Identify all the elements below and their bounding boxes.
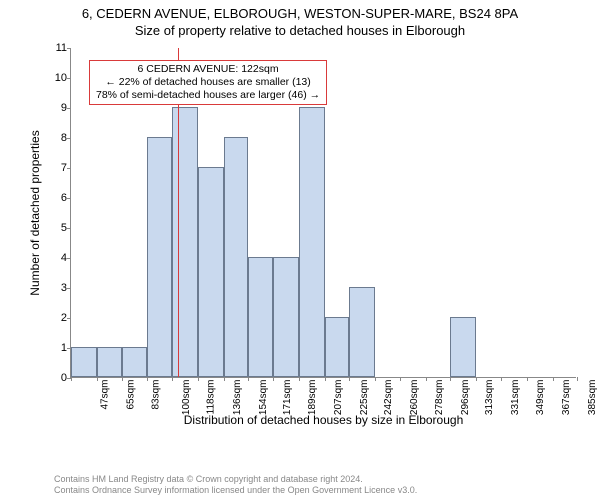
title-address: 6, CEDERN AVENUE, ELBOROUGH, WESTON-SUPE…	[0, 6, 600, 21]
x-tick-label: 225sqm	[359, 380, 370, 416]
x-tick-mark	[97, 377, 98, 381]
x-tick-mark	[577, 377, 578, 381]
x-tick-label: 83sqm	[151, 380, 162, 410]
x-tick-mark	[375, 377, 376, 381]
x-tick-label: 349sqm	[536, 380, 547, 416]
y-tick-label: 1	[45, 342, 67, 354]
y-tick-label: 2	[45, 312, 67, 324]
y-tick-label: 3	[45, 282, 67, 294]
chart-title-block: 6, CEDERN AVENUE, ELBOROUGH, WESTON-SUPE…	[0, 0, 600, 38]
x-tick-label: 296sqm	[460, 380, 471, 416]
y-tick-mark	[67, 138, 71, 139]
y-tick-mark	[67, 168, 71, 169]
histogram-bar	[349, 287, 375, 377]
title-subtitle: Size of property relative to detached ho…	[0, 23, 600, 38]
annotation-box: 6 CEDERN AVENUE: 122sqm← 22% of detached…	[89, 60, 327, 105]
y-tick-label: 9	[45, 102, 67, 114]
x-tick-mark	[172, 377, 173, 381]
x-tick-label: 65sqm	[125, 380, 136, 410]
x-tick-label: 189sqm	[307, 380, 318, 416]
histogram-bar	[97, 347, 123, 377]
x-tick-label: 331sqm	[510, 380, 521, 416]
x-tick-label: 171sqm	[282, 380, 293, 416]
x-tick-mark	[553, 377, 554, 381]
x-tick-label: 47sqm	[100, 380, 111, 410]
y-tick-label: 7	[45, 162, 67, 174]
y-tick-label: 6	[45, 192, 67, 204]
y-tick-mark	[67, 48, 71, 49]
histogram-bar	[71, 347, 97, 377]
y-tick-label: 5	[45, 222, 67, 234]
y-tick-mark	[67, 198, 71, 199]
x-tick-mark	[325, 377, 326, 381]
y-tick-label: 0	[45, 372, 67, 384]
x-tick-label: 278sqm	[434, 380, 445, 416]
x-tick-label: 367sqm	[561, 380, 572, 416]
x-tick-label: 100sqm	[181, 380, 192, 416]
footer-attribution: Contains HM Land Registry data © Crown c…	[54, 474, 417, 497]
plot-area: Number of detached properties Distributi…	[70, 48, 576, 378]
x-tick-label: 154sqm	[258, 380, 269, 416]
y-tick-mark	[67, 258, 71, 259]
x-tick-mark	[476, 377, 477, 381]
y-tick-mark	[67, 108, 71, 109]
x-axis-label: Distribution of detached houses by size …	[184, 413, 464, 427]
x-tick-label: 136sqm	[232, 380, 243, 416]
x-tick-mark	[426, 377, 427, 381]
y-tick-label: 4	[45, 252, 67, 264]
x-tick-mark	[273, 377, 274, 381]
x-tick-mark	[349, 377, 350, 381]
footer-line1: Contains HM Land Registry data © Crown c…	[54, 474, 417, 485]
chart-container: Number of detached properties Distributi…	[50, 48, 580, 428]
x-tick-mark	[299, 377, 300, 381]
y-tick-mark	[67, 288, 71, 289]
y-tick-mark	[67, 318, 71, 319]
histogram-bar	[273, 257, 299, 377]
histogram-bar	[198, 167, 224, 377]
x-tick-label: 118sqm	[206, 380, 217, 415]
histogram-bar	[224, 137, 248, 377]
histogram-bar	[172, 107, 198, 377]
y-tick-label: 10	[45, 72, 67, 84]
y-tick-mark	[67, 78, 71, 79]
x-tick-mark	[450, 377, 451, 381]
x-tick-mark	[71, 377, 72, 381]
x-tick-mark	[248, 377, 249, 381]
x-tick-mark	[198, 377, 199, 381]
histogram-bar	[325, 317, 349, 377]
y-tick-label: 8	[45, 132, 67, 144]
x-tick-mark	[147, 377, 148, 381]
x-tick-mark	[400, 377, 401, 381]
annotation-line: ← 22% of detached houses are smaller (13…	[96, 76, 320, 89]
histogram-bar	[147, 137, 173, 377]
x-tick-label: 313sqm	[484, 380, 495, 416]
annotation-line: 78% of semi-detached houses are larger (…	[96, 89, 320, 102]
histogram-bar	[299, 107, 325, 377]
histogram-bar	[122, 347, 146, 377]
y-tick-mark	[67, 228, 71, 229]
histogram-bar	[248, 257, 274, 377]
x-tick-mark	[527, 377, 528, 381]
y-axis-label: Number of detached properties	[28, 130, 42, 295]
histogram-bar	[450, 317, 476, 377]
x-tick-mark	[501, 377, 502, 381]
x-tick-label: 207sqm	[333, 380, 344, 416]
x-tick-label: 385sqm	[587, 380, 598, 416]
x-tick-mark	[122, 377, 123, 381]
y-tick-label: 11	[45, 42, 67, 54]
annotation-line: 6 CEDERN AVENUE: 122sqm	[96, 63, 320, 76]
x-tick-label: 260sqm	[409, 380, 420, 416]
x-tick-mark	[224, 377, 225, 381]
footer-line2: Contains Ordnance Survey information lic…	[54, 485, 417, 496]
x-tick-label: 242sqm	[383, 380, 394, 416]
